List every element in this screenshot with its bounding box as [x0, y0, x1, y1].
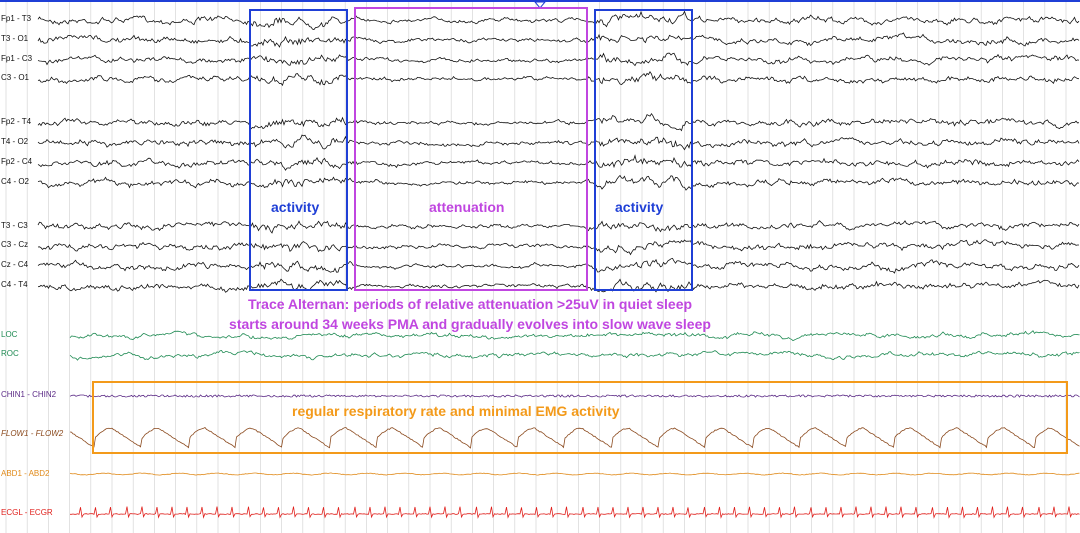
trace-cz-c4 [37, 257, 1080, 274]
trace-c3-cz [37, 239, 1079, 256]
channel-label-cz-c4: Cz - C4 [1, 260, 29, 269]
trace-t4-o2 [37, 134, 1080, 151]
trace-t3-o1 [37, 32, 1080, 48]
channel-label-c4-o2: C4 - O2 [1, 177, 30, 186]
trace-chin1-chin2 [69, 394, 1080, 398]
trace-ecgl-ecgr [70, 506, 1080, 519]
channel-label-fp1-c3: Fp1 - C3 [1, 54, 33, 63]
trace-c4-o2 [37, 174, 1080, 191]
activity-label-right: activity [615, 199, 664, 215]
channel-label-flow: FLOW1 - FLOW2 [1, 429, 64, 438]
channel-label-chin: CHIN1 - CHIN2 [1, 390, 57, 399]
channel-label-fp2-c4: Fp2 - C4 [1, 157, 33, 166]
trace-c4-t4 [37, 278, 1080, 293]
trace-c3-o1 [37, 71, 1080, 87]
channel-label-c4-t4: C4 - T4 [1, 280, 28, 289]
channel-label-t3-o1: T3 - O1 [1, 34, 29, 43]
channel-label-c3-cz: C3 - Cz [1, 240, 29, 249]
cursor-marker-icon [533, 1, 547, 9]
trace-abd1-abd2 [69, 472, 1080, 476]
activity-label-left: activity [271, 199, 320, 215]
trace-loc [69, 330, 1080, 342]
trace-fp2-t4 [37, 112, 1080, 132]
respiratory-label: regular respiratory rate and minimal EMG… [292, 403, 620, 419]
channel-label-t4-o2: T4 - O2 [1, 137, 29, 146]
caption-line-2: starts around 34 weeks PMA and gradually… [229, 316, 711, 332]
channel-label-roc: ROC [1, 349, 19, 358]
trace-fp1-t3 [37, 10, 1080, 30]
channel-label-ecg: ECGL - ECGR [1, 508, 53, 517]
channel-label-fp2-t4: Fp2 - T4 [1, 117, 32, 126]
channel-label-t3-c3: T3 - C3 [1, 221, 28, 230]
channel-label-loc: LOC [1, 330, 18, 339]
channel-label-c3-o1: C3 - O1 [1, 73, 30, 82]
trace-t3-c3 [37, 220, 1080, 234]
trace-flow1-flow2 [69, 427, 1080, 449]
attenuation-label: attenuation [429, 199, 505, 215]
trace-fp2-c4 [37, 154, 1080, 171]
channel-label-abd: ABD1 - ABD2 [1, 469, 50, 478]
trace-roc [69, 350, 1080, 361]
caption-line-1: Trace Alternan: periods of relative atte… [247, 296, 693, 312]
trace-fp1-c3 [37, 52, 1080, 67]
channel-label-fp1-t3: Fp1 - T3 [1, 14, 32, 23]
